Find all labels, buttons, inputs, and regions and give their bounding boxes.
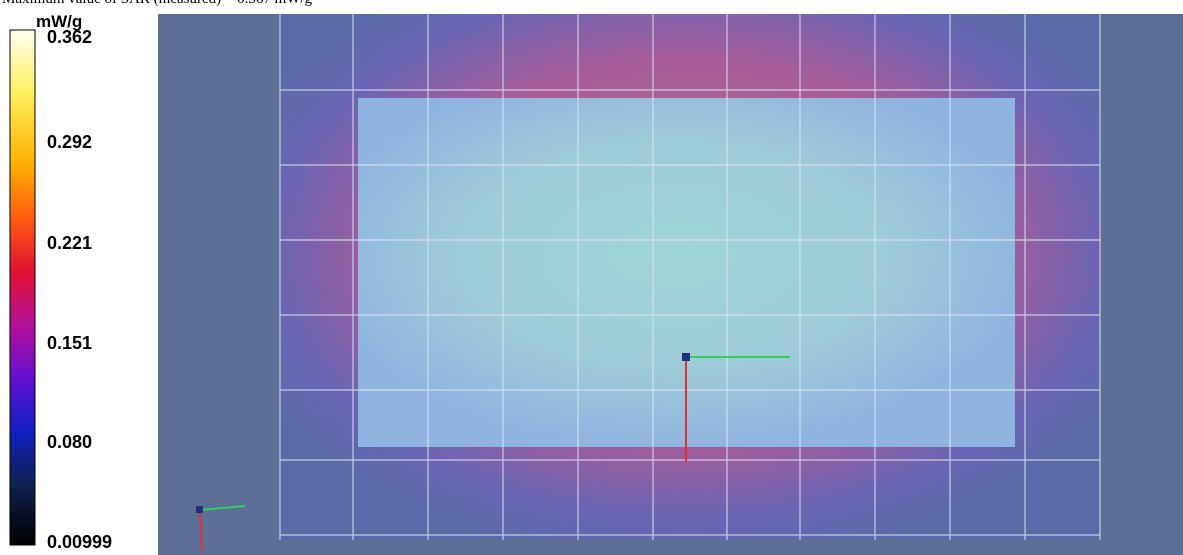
colorbar-label: 0.362: [47, 27, 93, 47]
scan-grid: [279, 14, 1101, 540]
colorbar-label: 0.080: [47, 432, 93, 452]
header-text: Maximum value of SAR (measured) = 0.367 …: [2, 0, 312, 8]
colorbar-label: 0.151: [47, 333, 93, 353]
axis-triad: [196, 353, 790, 553]
colorbar-label: 0.292: [47, 132, 93, 152]
colorbar-unit: mW/g: [36, 12, 83, 31]
colorbar-label: 0.221: [47, 233, 93, 253]
colorbar-label: 0.00999: [47, 532, 113, 552]
colorbar: [9, 29, 36, 546]
